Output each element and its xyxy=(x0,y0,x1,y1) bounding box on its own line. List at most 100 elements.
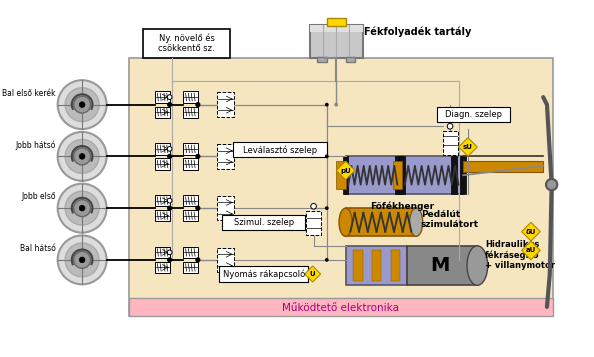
Bar xyxy=(459,138,477,156)
Circle shape xyxy=(168,146,172,151)
Bar xyxy=(443,131,457,155)
Bar xyxy=(217,92,233,117)
Bar xyxy=(346,208,416,236)
Circle shape xyxy=(80,102,85,107)
Circle shape xyxy=(196,155,200,158)
Circle shape xyxy=(58,183,106,233)
Bar xyxy=(372,251,381,281)
Bar xyxy=(183,143,198,155)
Bar xyxy=(217,248,233,272)
Circle shape xyxy=(196,103,200,106)
Bar xyxy=(437,106,510,122)
Text: Pedálút
szimulátort: Pedálút szimulátort xyxy=(421,210,479,229)
Circle shape xyxy=(325,103,328,106)
Text: Bal első kerék: Bal első kerék xyxy=(2,89,56,98)
Text: Ny. növelő és
csökkentő sz.: Ny. növelő és csökkentő sz. xyxy=(158,34,215,54)
Bar xyxy=(522,241,541,260)
Circle shape xyxy=(168,250,172,255)
Bar xyxy=(154,106,170,118)
Bar xyxy=(183,247,198,258)
Circle shape xyxy=(80,154,85,159)
Bar xyxy=(306,211,321,235)
Circle shape xyxy=(74,148,91,165)
Text: Fékfolyadék tartály: Fékfolyadék tartály xyxy=(364,27,472,37)
Text: Nyomás rákapcsoló: Nyomás rákapcsoló xyxy=(223,269,305,279)
Circle shape xyxy=(325,206,328,210)
Bar xyxy=(154,91,170,103)
Circle shape xyxy=(74,96,91,113)
Bar xyxy=(219,266,308,282)
Circle shape xyxy=(74,200,91,217)
Bar xyxy=(391,251,400,281)
Circle shape xyxy=(74,251,91,268)
Bar xyxy=(522,222,541,241)
Circle shape xyxy=(168,95,172,100)
Bar xyxy=(143,29,230,57)
Bar xyxy=(343,156,349,194)
Bar xyxy=(399,156,405,194)
Circle shape xyxy=(196,258,200,262)
Circle shape xyxy=(546,179,557,190)
Bar xyxy=(183,106,198,118)
Circle shape xyxy=(65,140,99,174)
Circle shape xyxy=(80,257,85,263)
Bar xyxy=(336,161,355,180)
Circle shape xyxy=(334,103,338,106)
Bar xyxy=(394,156,400,194)
Bar xyxy=(129,57,552,316)
Bar xyxy=(154,247,170,258)
Circle shape xyxy=(58,235,106,285)
Circle shape xyxy=(168,155,172,158)
Text: Hidraulikus
fékrásegítő
+ villanymotor: Hidraulikus fékrásegítő + villanymotor xyxy=(485,240,555,270)
Bar xyxy=(154,143,170,155)
Circle shape xyxy=(168,258,172,262)
Bar xyxy=(183,158,198,170)
Text: Jobb első: Jobb első xyxy=(21,192,56,201)
Text: Szimul. szelep: Szimul. szelep xyxy=(233,218,294,227)
Bar xyxy=(317,57,327,62)
Text: Leválasztó szelep: Leválasztó szelep xyxy=(243,145,317,155)
Bar xyxy=(183,91,198,103)
Bar xyxy=(154,262,170,273)
Circle shape xyxy=(80,205,85,211)
Circle shape xyxy=(168,103,172,106)
Circle shape xyxy=(65,243,99,277)
Bar xyxy=(460,156,466,194)
Circle shape xyxy=(58,80,106,129)
Text: Működtető elektronika: Működtető elektronika xyxy=(282,303,399,313)
Circle shape xyxy=(311,203,317,209)
Bar xyxy=(336,161,346,189)
Bar xyxy=(310,25,362,32)
Text: Diagn. szelep: Diagn. szelep xyxy=(445,110,502,119)
Bar xyxy=(463,161,543,172)
Circle shape xyxy=(65,88,99,122)
Bar xyxy=(183,210,198,221)
Circle shape xyxy=(325,155,328,158)
Ellipse shape xyxy=(339,208,352,236)
Bar xyxy=(222,215,305,230)
Text: sU: sU xyxy=(463,144,473,150)
Bar xyxy=(183,195,198,206)
Circle shape xyxy=(196,206,200,210)
Bar xyxy=(451,156,457,194)
Bar xyxy=(305,266,321,282)
Bar xyxy=(407,246,478,285)
Bar xyxy=(183,262,198,273)
Bar xyxy=(217,144,233,169)
Text: Főfékhenger: Főfékhenger xyxy=(370,202,434,211)
Circle shape xyxy=(325,258,328,262)
Circle shape xyxy=(168,198,172,203)
Bar xyxy=(154,158,170,170)
Text: aU: aU xyxy=(526,247,536,253)
Ellipse shape xyxy=(410,208,423,236)
Bar xyxy=(217,196,233,220)
Ellipse shape xyxy=(467,246,488,285)
Bar xyxy=(154,195,170,206)
Circle shape xyxy=(58,132,106,181)
Bar xyxy=(346,156,402,194)
Bar xyxy=(129,297,552,316)
Circle shape xyxy=(168,206,172,210)
Circle shape xyxy=(447,124,453,129)
Bar xyxy=(346,57,355,62)
Bar xyxy=(310,25,362,57)
